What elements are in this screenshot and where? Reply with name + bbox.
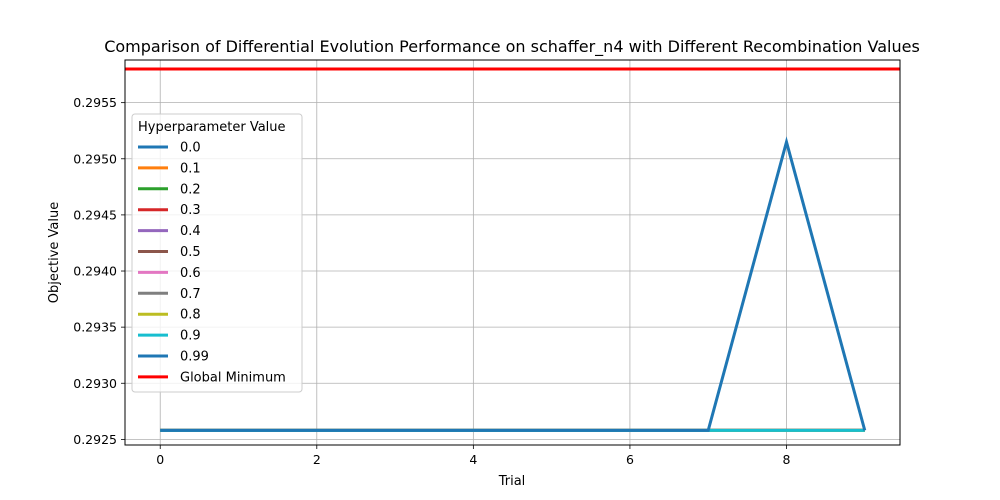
y-tick-label: 0.2925 bbox=[73, 432, 117, 447]
chart-title: Comparison of Differential Evolution Per… bbox=[104, 37, 920, 57]
y-tick-label: 0.2940 bbox=[73, 264, 117, 279]
legend-title: Hyperparameter Value bbox=[138, 120, 286, 135]
series-line-0-99 bbox=[160, 136, 867, 432]
x-axis-label: Trial bbox=[498, 474, 526, 489]
legend-entry-label: 0.4 bbox=[180, 224, 201, 239]
x-tick-label: 0 bbox=[156, 452, 164, 467]
x-tick-label: 6 bbox=[626, 452, 634, 467]
legend-entry-label: 0.1 bbox=[180, 161, 201, 176]
axis-ticks: 0 2 4 6 8 0.2925 0.2930 0.2935 0.2940 0.2945 0.295… bbox=[73, 95, 790, 467]
legend-entry-label: 0.9 bbox=[180, 329, 201, 344]
y-tick-label: 0.2945 bbox=[73, 207, 117, 222]
legend-box bbox=[131, 113, 303, 393]
y-tick-label: 0.2950 bbox=[73, 151, 117, 166]
legend-entry-label: 0.0 bbox=[180, 141, 201, 156]
y-tick-label: 0.2935 bbox=[73, 320, 117, 335]
legend-entry-label: 0.3 bbox=[180, 203, 201, 218]
legend: Hyperparameter Value 0.0 0.1 0.2 0.3 0.4 0.5 0… bbox=[131, 113, 303, 393]
legend-entry-label: 0.99 bbox=[180, 350, 209, 365]
y-tick-label: 0.2955 bbox=[73, 95, 117, 110]
y-axis-label: Objective Value bbox=[47, 202, 62, 303]
x-tick-label: 2 bbox=[313, 452, 321, 467]
series-lines bbox=[125, 67, 900, 432]
legend-entry-label: 0.8 bbox=[180, 308, 201, 323]
legend-entry-label: Global Minimum bbox=[180, 370, 286, 385]
plot-frame bbox=[124, 59, 901, 446]
legend-entry-label: 0.2 bbox=[180, 182, 201, 197]
legend-entry-label: 0.7 bbox=[180, 287, 201, 302]
legend-entry-label: 0.5 bbox=[180, 245, 201, 260]
legend-entry-label: 0.6 bbox=[180, 266, 201, 281]
x-tick-label: 8 bbox=[783, 452, 791, 467]
x-tick-label: 4 bbox=[469, 452, 477, 467]
y-tick-label: 0.2930 bbox=[73, 376, 117, 391]
